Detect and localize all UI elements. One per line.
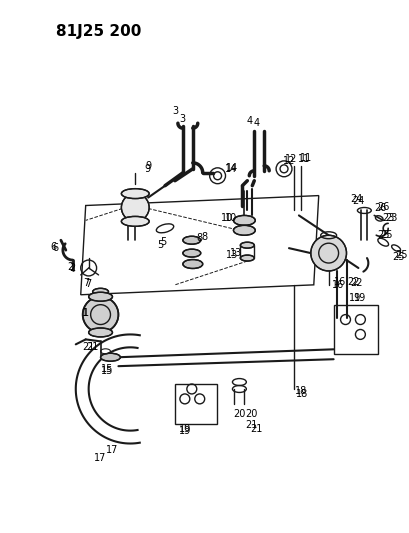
Text: 10: 10: [225, 213, 238, 223]
Text: 16: 16: [333, 280, 345, 290]
Text: 23: 23: [385, 213, 397, 223]
Ellipse shape: [234, 215, 255, 225]
Text: 22: 22: [350, 278, 363, 288]
Text: 4: 4: [246, 116, 252, 126]
Text: 10: 10: [221, 213, 234, 223]
Ellipse shape: [121, 216, 149, 227]
Text: 15: 15: [101, 364, 114, 374]
Text: 24: 24: [350, 193, 363, 204]
Text: 18: 18: [295, 386, 307, 396]
Text: 11: 11: [300, 153, 312, 163]
Ellipse shape: [89, 328, 112, 337]
Ellipse shape: [234, 225, 255, 235]
Text: 6: 6: [50, 242, 56, 252]
Text: 6: 6: [53, 243, 59, 253]
Circle shape: [311, 235, 346, 271]
Text: 14: 14: [226, 163, 238, 173]
Text: 22: 22: [347, 277, 360, 287]
Text: 25: 25: [395, 250, 407, 260]
Text: 9: 9: [145, 161, 151, 171]
Text: 9: 9: [144, 164, 150, 174]
Text: 21: 21: [83, 342, 95, 352]
Text: 2: 2: [70, 263, 76, 273]
Text: 5: 5: [157, 240, 163, 250]
Text: 19: 19: [354, 293, 366, 303]
Ellipse shape: [101, 353, 120, 361]
Text: 13: 13: [226, 250, 238, 260]
Text: 14: 14: [225, 164, 238, 174]
Text: 7: 7: [83, 278, 90, 288]
Text: 8: 8: [197, 233, 203, 243]
Text: 7: 7: [85, 279, 92, 289]
Text: 24: 24: [352, 196, 364, 206]
Text: 21: 21: [245, 419, 258, 430]
Text: 16: 16: [335, 277, 347, 287]
Text: 25: 25: [380, 230, 392, 240]
Text: 20: 20: [245, 409, 258, 419]
Text: 17: 17: [106, 446, 119, 456]
Text: 25: 25: [377, 230, 389, 240]
Bar: [175, 384, 217, 424]
Ellipse shape: [121, 189, 149, 199]
Text: 13: 13: [230, 248, 243, 258]
Ellipse shape: [183, 236, 201, 244]
Ellipse shape: [92, 288, 108, 295]
Text: 25: 25: [392, 252, 405, 262]
Text: 21: 21: [250, 424, 263, 434]
Text: 26: 26: [377, 203, 389, 213]
Bar: [334, 305, 378, 354]
Text: 19: 19: [349, 293, 362, 303]
Text: 2: 2: [67, 262, 74, 272]
Text: 15: 15: [101, 366, 114, 376]
Text: 12: 12: [285, 154, 297, 164]
Text: 17: 17: [94, 454, 107, 463]
Text: 20: 20: [233, 409, 245, 419]
Text: 1: 1: [83, 308, 89, 318]
Ellipse shape: [240, 242, 254, 248]
Text: 1: 1: [82, 308, 88, 318]
Ellipse shape: [89, 292, 112, 301]
Ellipse shape: [183, 249, 201, 257]
Text: 3: 3: [179, 114, 185, 124]
Text: 81J25 200: 81J25 200: [56, 24, 141, 39]
Text: 5: 5: [160, 237, 166, 247]
Text: 19: 19: [179, 426, 191, 435]
Ellipse shape: [240, 255, 254, 261]
Text: 12: 12: [283, 156, 295, 166]
Text: 8: 8: [202, 232, 208, 242]
Text: 23: 23: [382, 213, 394, 223]
Text: 26: 26: [374, 204, 387, 214]
Text: 4: 4: [253, 118, 259, 128]
Text: 18: 18: [296, 389, 308, 399]
Text: 11: 11: [298, 154, 310, 164]
Circle shape: [83, 297, 119, 333]
Text: 3: 3: [172, 106, 178, 116]
Circle shape: [121, 193, 149, 221]
Text: 21: 21: [86, 342, 99, 352]
Text: 19: 19: [179, 424, 191, 434]
Ellipse shape: [183, 260, 203, 269]
